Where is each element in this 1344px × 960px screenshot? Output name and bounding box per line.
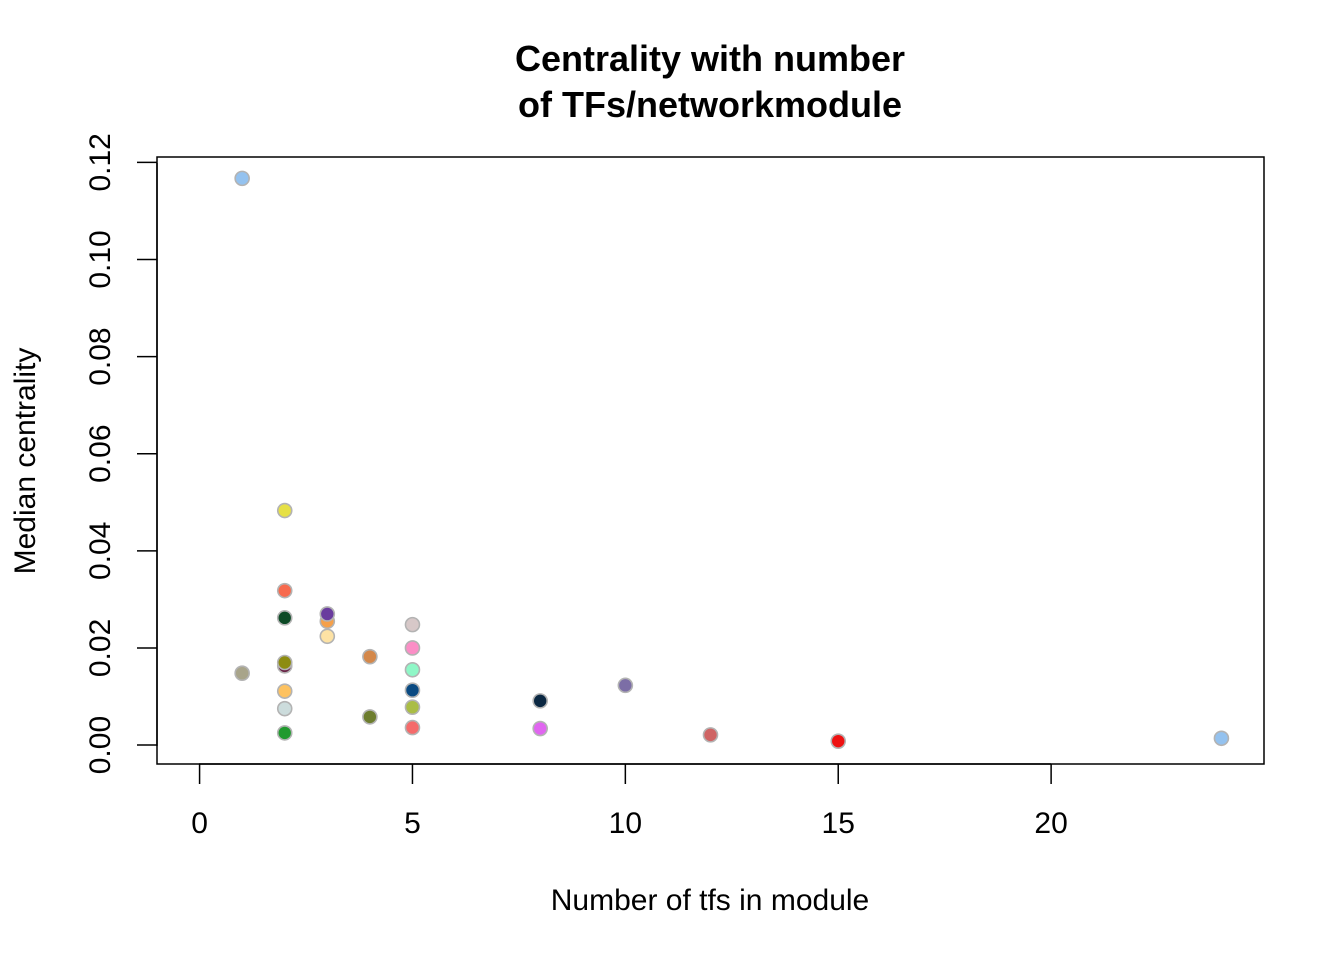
data-point: [276, 610, 293, 626]
data-point: [404, 682, 421, 698]
x-tick-label: 15: [822, 807, 855, 840]
data-point: [276, 502, 293, 519]
data-point: [276, 700, 293, 717]
data-point: [404, 699, 421, 715]
y-tick-label: 0.02: [84, 619, 117, 677]
chart-title-line-2: of TFs/networkmodule: [517, 84, 902, 125]
y-tick-label: 0.12: [84, 133, 117, 191]
data-point: [830, 733, 847, 749]
x-axis-label: Number of tfs in module: [551, 884, 869, 917]
data-point: [1213, 730, 1230, 747]
y-tick-label: 0.04: [84, 522, 117, 580]
data-point: [319, 628, 336, 645]
data-point: [276, 582, 293, 599]
y-tick-label: 0.08: [84, 327, 117, 385]
y-tick-label: 0.10: [84, 230, 117, 288]
data-point: [702, 727, 719, 743]
plot-frame: [156, 156, 1265, 765]
data-point: [319, 606, 336, 622]
chart-title-line-1: Centrality with number: [514, 38, 906, 79]
x-tick-label: 5: [404, 807, 421, 840]
data-point: [362, 648, 378, 665]
data-point: [532, 693, 548, 709]
x-tick-label: 10: [609, 807, 642, 840]
data-point: [532, 720, 548, 737]
data-points: [234, 170, 1230, 749]
data-point: [404, 719, 421, 736]
data-point: [362, 709, 378, 725]
data-point: [234, 665, 250, 681]
data-point: [276, 683, 293, 699]
x-tick-label: 20: [1034, 807, 1067, 840]
data-point: [404, 616, 421, 633]
y-axis-ticks: 0.00 0.02 0.04 0.06 0.08 0.10 0.12: [84, 133, 157, 774]
data-point: [276, 654, 293, 671]
data-point: [617, 677, 634, 694]
y-tick-label: 0.06: [84, 425, 117, 483]
data-point: [234, 170, 250, 187]
y-tick-label: 0.00: [84, 716, 117, 774]
x-tick-label: 0: [191, 807, 208, 840]
data-point: [276, 725, 293, 741]
data-point: [404, 640, 421, 656]
data-point: [404, 661, 421, 678]
y-axis-label: Median centrality: [9, 348, 42, 575]
chart-title: Centrality with number of TFs/networkmod…: [0, 36, 1344, 128]
x-axis-ticks: 0 5 10 15 20: [191, 764, 1068, 840]
